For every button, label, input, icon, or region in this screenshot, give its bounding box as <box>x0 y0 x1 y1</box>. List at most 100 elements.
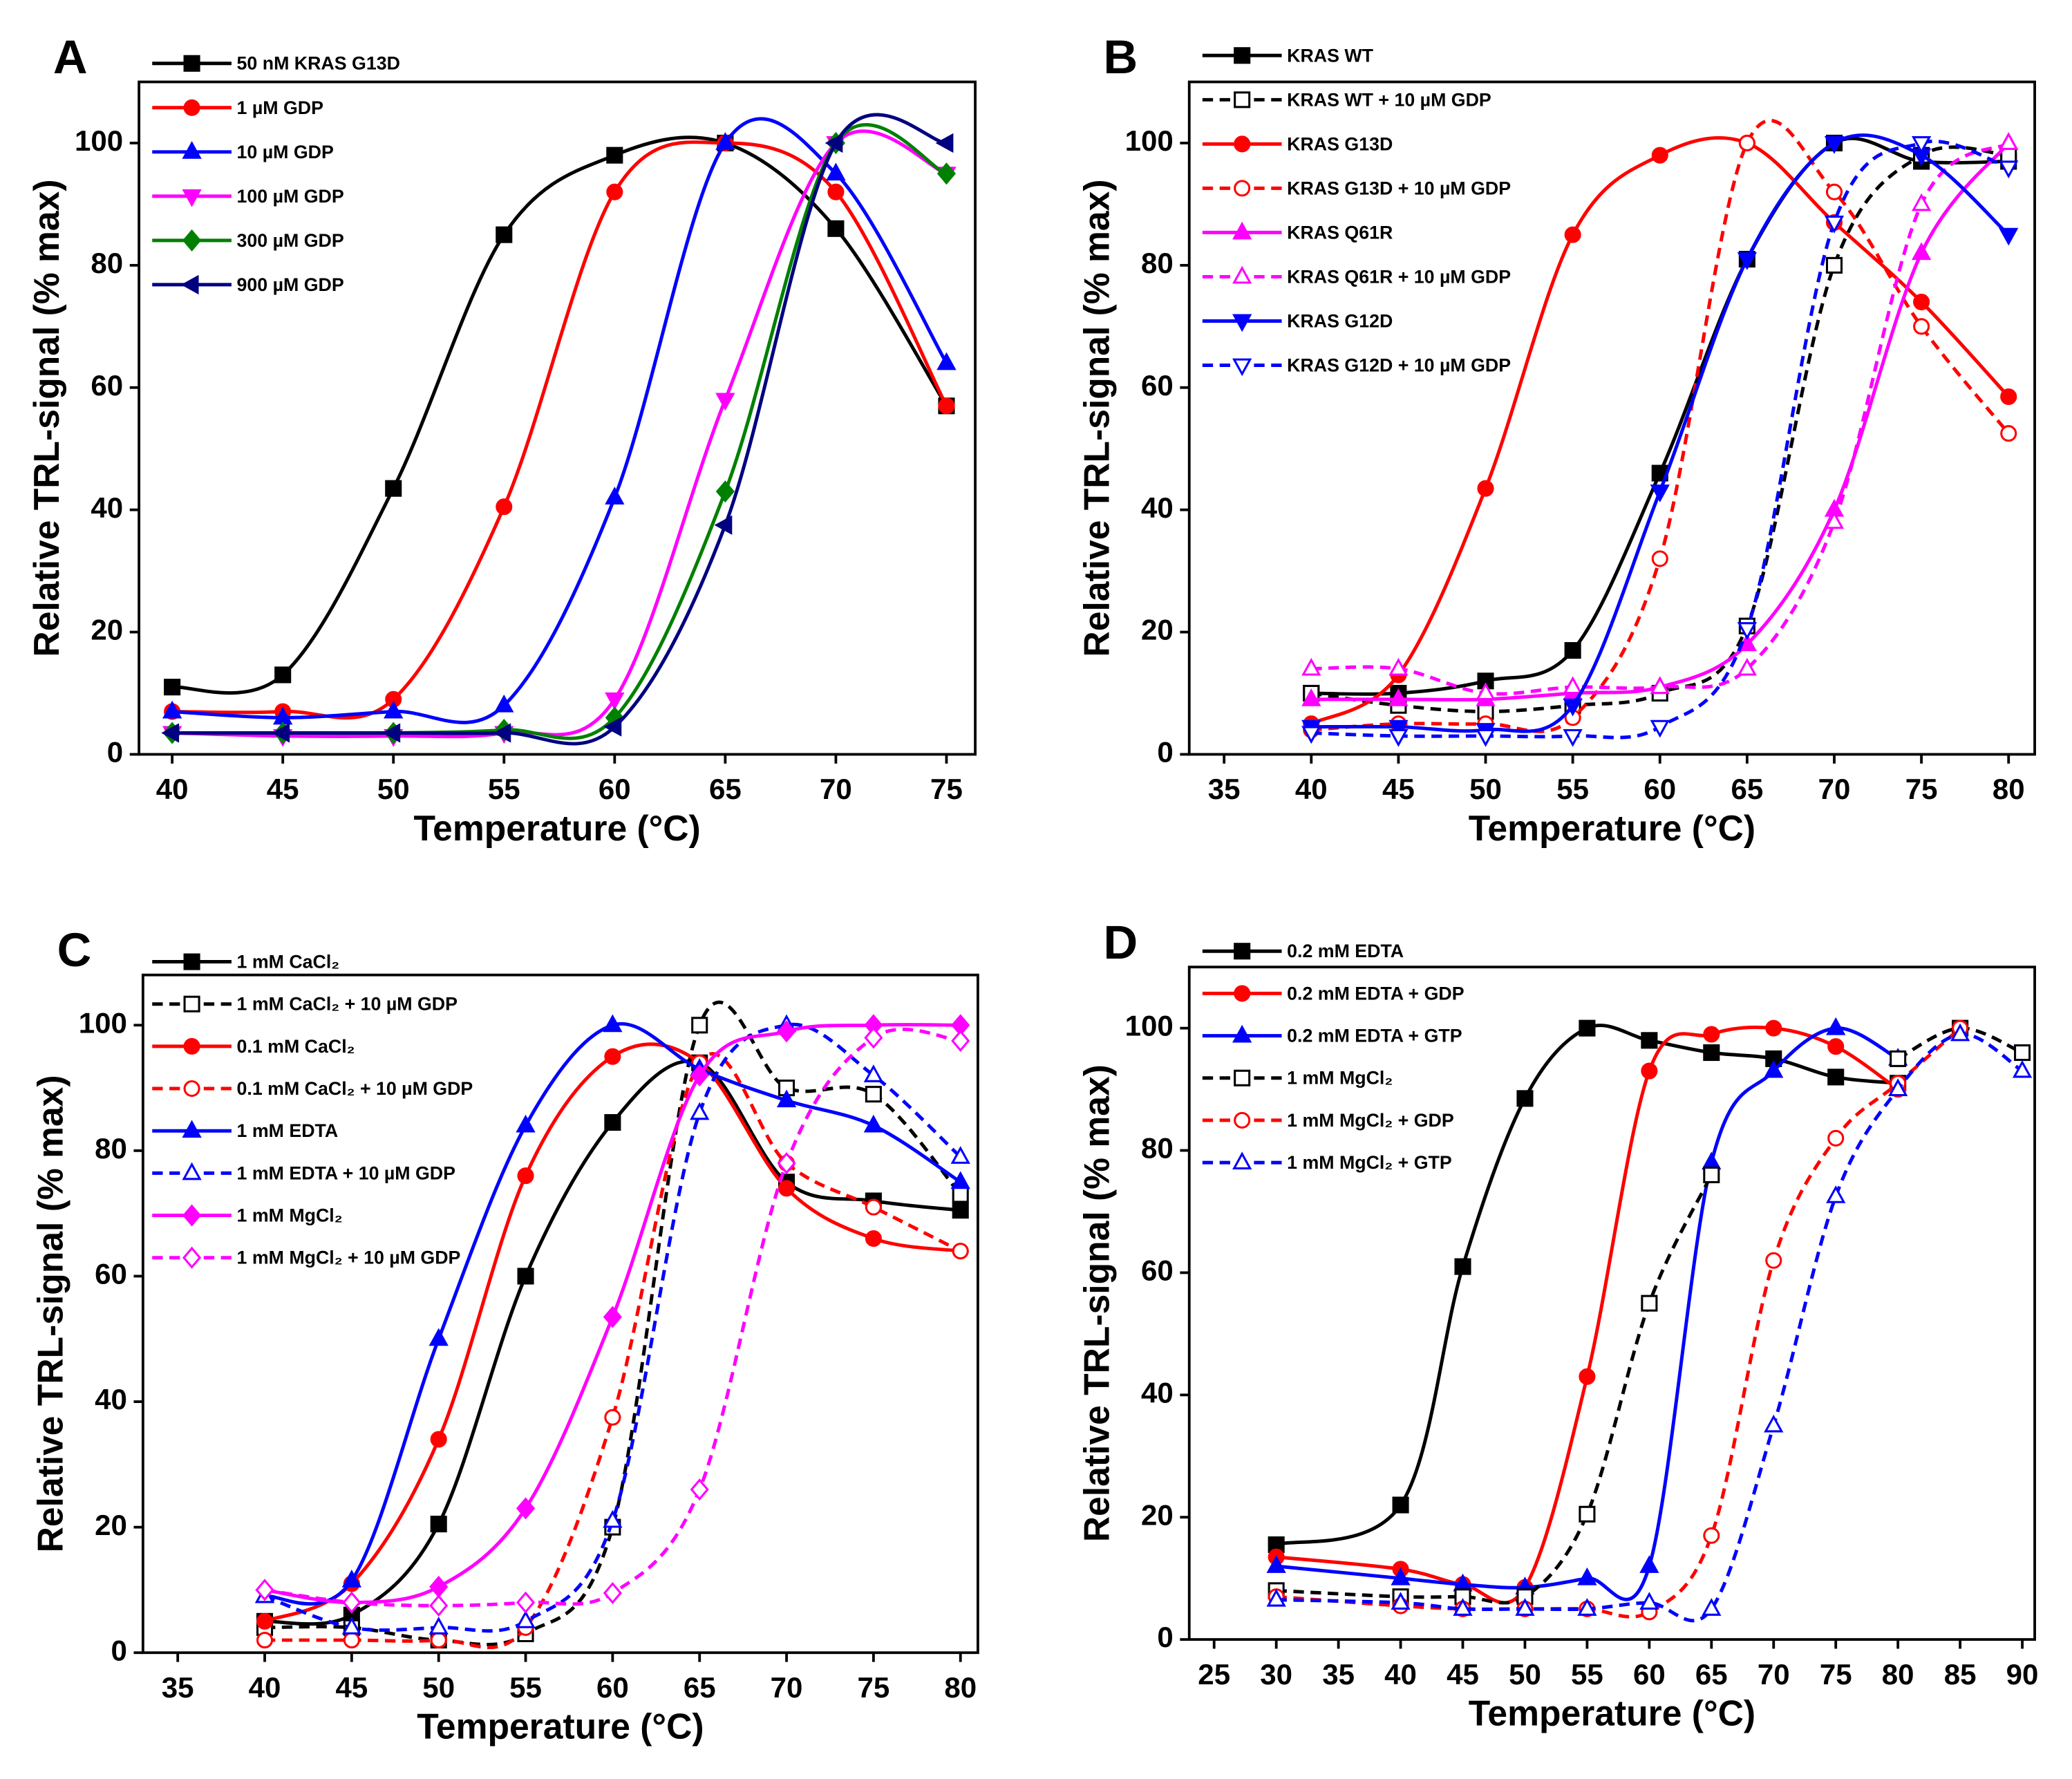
plot-frame <box>141 973 979 1655</box>
marker <box>1453 1598 1473 1616</box>
series-line <box>1310 135 2010 726</box>
marker <box>429 1594 449 1617</box>
marker <box>1737 252 1758 270</box>
y-tick-label: 20 <box>91 614 123 646</box>
marker <box>865 1086 882 1103</box>
y-tick-label: 60 <box>91 369 123 402</box>
series-line <box>1310 145 2009 714</box>
legend-marker <box>183 1080 200 1098</box>
marker <box>715 480 735 503</box>
x-tick-label: 55 <box>488 773 520 805</box>
marker <box>952 1243 969 1260</box>
legend-marker <box>182 1204 202 1227</box>
y-tick-label: 80 <box>1141 1132 1174 1165</box>
series-line <box>264 1022 962 1606</box>
marker <box>1563 676 1583 695</box>
marker <box>603 1306 622 1328</box>
marker <box>1388 719 1409 738</box>
legend-label: 1 mM MgCl₂ <box>237 1205 343 1226</box>
marker <box>1826 1017 1846 1035</box>
legend-marker <box>182 1120 202 1138</box>
legend-marker <box>182 189 202 207</box>
marker <box>1825 183 1843 200</box>
marker <box>715 132 735 150</box>
marker <box>1827 1129 1845 1147</box>
legend-label: KRAS G12D <box>1287 310 1393 331</box>
marker <box>1388 657 1409 676</box>
legend-label: 1 mM MgCl₂ + GTP <box>1287 1152 1452 1173</box>
x-tick-label: 65 <box>684 1671 716 1704</box>
x-tick-label: 70 <box>1758 1658 1790 1691</box>
series-line <box>265 1052 961 1650</box>
legend-label: 0.2 mM EDTA + GDP <box>1287 983 1464 1004</box>
marker <box>1999 160 2019 179</box>
legend-marker <box>1232 1151 1252 1170</box>
panel: A 40 45 50 55 60 65 70 75 0 20 40 60 80 100 Temperature… <box>26 30 977 848</box>
marker <box>274 666 292 684</box>
marker <box>1950 1023 1970 1042</box>
x-tick-label: 35 <box>1208 773 1241 805</box>
marker <box>935 133 954 153</box>
series-line <box>264 1059 961 1626</box>
marker <box>343 1632 360 1649</box>
marker <box>428 1617 449 1635</box>
legend-label: 0.1 mM CaCl₂ + 10 µM GDP <box>237 1078 473 1099</box>
marker <box>604 1409 621 1426</box>
marker <box>865 1198 882 1216</box>
y-axis-label: Relative TRL-signal (% max) <box>1076 1064 1116 1542</box>
marker <box>1639 1592 1659 1610</box>
plot-frame <box>1187 966 2036 1641</box>
x-tick-label: 40 <box>249 1671 281 1704</box>
marker <box>603 717 622 737</box>
legend-label: KRAS WT <box>1287 45 1373 66</box>
marker <box>1999 227 2019 246</box>
legend-marker <box>182 229 202 252</box>
legend-marker <box>1234 180 1251 197</box>
marker <box>493 723 511 743</box>
y-tick-label: 0 <box>1157 1621 1173 1653</box>
marker <box>1827 1038 1845 1055</box>
marker <box>496 498 513 516</box>
legend-marker <box>183 55 200 72</box>
marker <box>161 723 180 743</box>
marker <box>1651 147 1668 164</box>
series-line <box>1311 142 2010 702</box>
legend-label: KRAS Q61R <box>1287 222 1393 243</box>
panel: B 35 40 45 50 55 60 65 70 75 80 0 20 40 60 80 100 Tempera… <box>1076 30 2036 848</box>
marker <box>1737 657 1758 676</box>
x-tick-label: 70 <box>820 773 852 805</box>
marker <box>341 1617 362 1635</box>
marker <box>1911 136 1932 154</box>
marker <box>1563 698 1583 717</box>
marker <box>430 1632 447 1649</box>
y-tick-label: 20 <box>1141 614 1174 646</box>
marker <box>164 679 181 696</box>
x-tick-label: 65 <box>1731 773 1763 805</box>
marker <box>429 1575 449 1598</box>
legend-label: 1 mM MgCl₂ <box>1287 1068 1393 1089</box>
marker <box>1651 550 1668 567</box>
legend-marker <box>1234 985 1251 1002</box>
series-line <box>1275 1024 1899 1547</box>
legend-marker <box>1234 135 1251 153</box>
y-axis-label: Relative TRL-signal (% max) <box>26 180 66 657</box>
marker <box>2000 388 2017 406</box>
legend-label: 100 µM GDP <box>237 186 344 207</box>
x-tick-label: 40 <box>1384 1658 1417 1691</box>
marker <box>603 1014 623 1033</box>
y-tick-label: 60 <box>1141 369 1174 402</box>
y-tick-label: 100 <box>75 124 123 157</box>
legend-marker <box>1232 265 1252 284</box>
legend-label: KRAS Q61R + 10 µM GDP <box>1287 266 1511 287</box>
marker <box>382 723 401 743</box>
x-tick-label: 90 <box>2006 1658 2039 1691</box>
y-tick-label: 20 <box>1141 1498 1174 1531</box>
marker <box>604 1113 621 1131</box>
marker <box>1765 1252 1782 1269</box>
legend-label: 1 mM MgCl₂ + GDP <box>1287 1110 1454 1131</box>
y-tick-label: 60 <box>1141 1254 1174 1287</box>
marker <box>384 700 404 719</box>
marker <box>950 1171 970 1189</box>
marker <box>1579 1019 1596 1037</box>
y-tick-label: 40 <box>1141 1376 1174 1409</box>
